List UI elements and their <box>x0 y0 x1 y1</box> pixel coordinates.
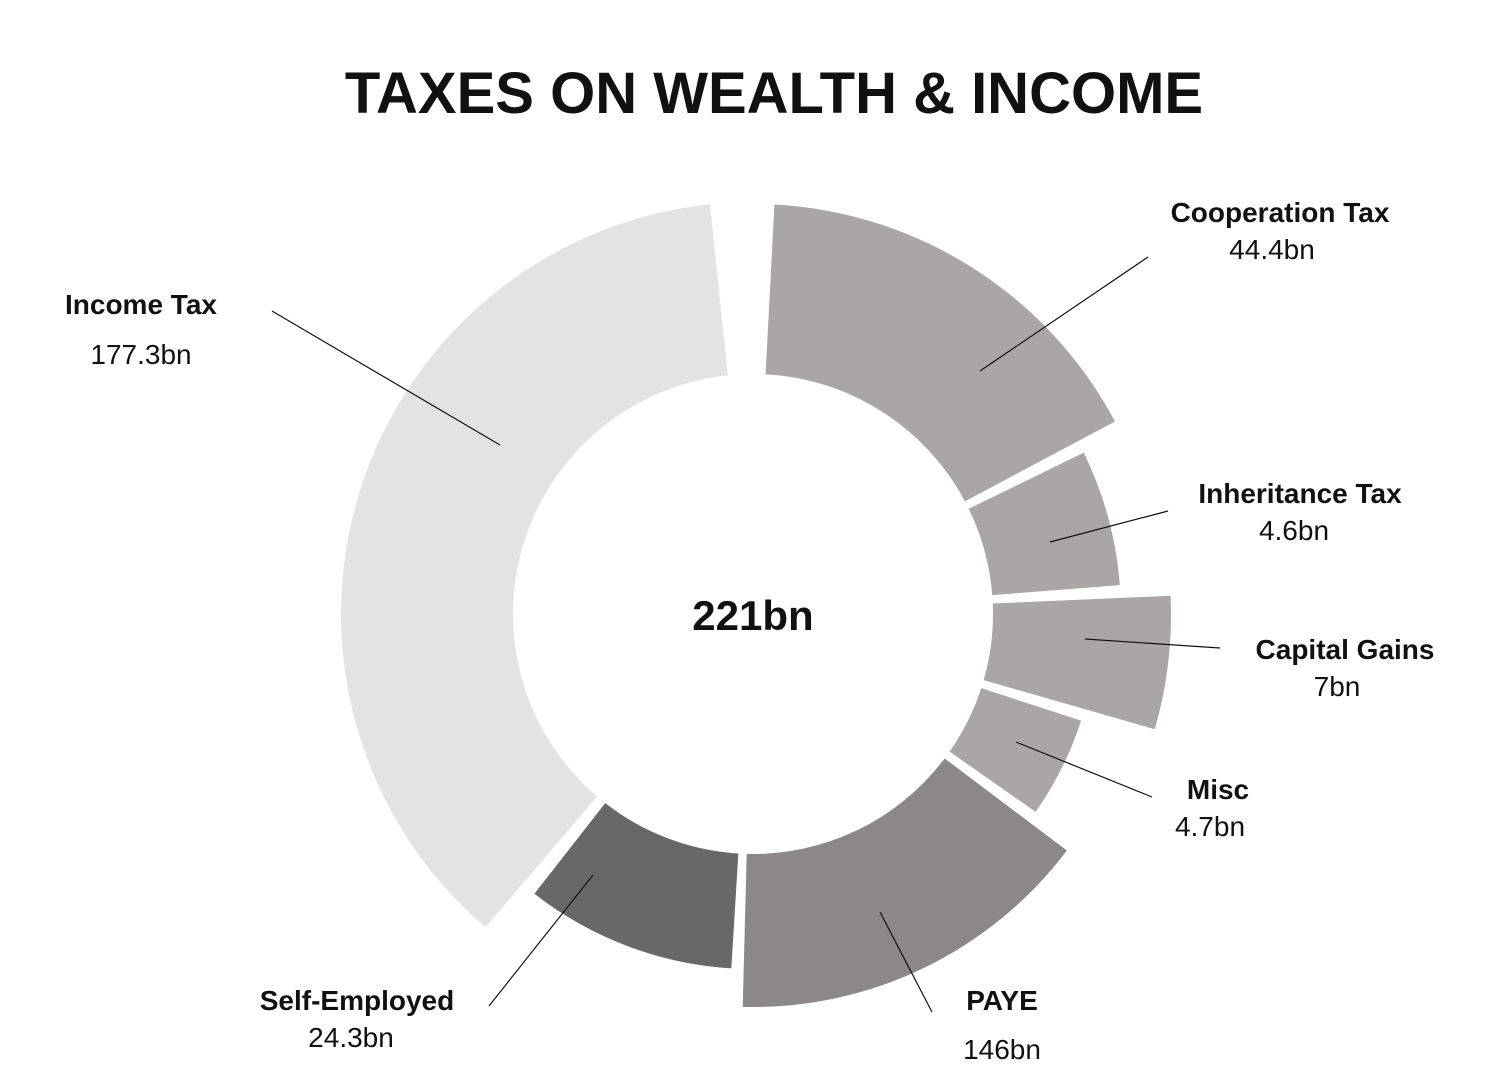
slice-capital-gains <box>983 595 1171 730</box>
slice-labels: Income Tax 177.3bn Cooperation Tax 44.4bn In… <box>65 197 1434 1065</box>
slice-value-cooperation-tax: 44.4bn <box>1229 234 1315 265</box>
slice-value-capital-gains: 7bn <box>1314 671 1361 702</box>
slice-paye <box>742 758 1067 1008</box>
chart-title: TAXES ON WEALTH & INCOME <box>345 61 1203 126</box>
slice-name-inheritance-tax: Inheritance Tax <box>1198 478 1402 509</box>
slice-name-capital-gains: Capital Gains <box>1256 634 1435 665</box>
center-total-label: 221bn <box>692 592 813 639</box>
leader-lines <box>271 256 1221 1013</box>
leader-line-income-tax <box>271 310 501 446</box>
leader-line-misc <box>1015 741 1153 798</box>
slice-value-misc: 4.7bn <box>1175 811 1245 842</box>
slice-inheritance-tax <box>968 452 1120 596</box>
slice-value-paye: 146bn <box>963 1034 1041 1065</box>
slice-value-self-employed: 24.3bn <box>308 1022 394 1053</box>
slice-self-employed <box>534 803 739 969</box>
slice-name-self-employed: Self-Employed <box>260 985 454 1016</box>
leader-line-capital-gains <box>1084 638 1221 649</box>
leader-line-paye <box>879 911 933 1013</box>
slice-misc <box>949 688 1082 812</box>
slice-name-cooperation-tax: Cooperation Tax <box>1171 197 1390 228</box>
leader-line-inheritance-tax <box>1049 510 1169 543</box>
slice-value-inheritance-tax: 4.6bn <box>1259 515 1329 546</box>
slice-name-misc: Misc <box>1187 774 1249 805</box>
donut-slices <box>341 204 1171 1008</box>
slice-income-tax <box>341 204 728 928</box>
slice-cooperation-tax <box>765 204 1116 502</box>
slice-value-income-tax: 177.3bn <box>90 339 191 370</box>
leader-line-cooperation-tax <box>979 256 1149 372</box>
leader-line-self-employed <box>488 874 594 1007</box>
slice-name-income-tax: Income Tax <box>65 289 217 320</box>
slice-name-paye: PAYE <box>966 985 1038 1016</box>
